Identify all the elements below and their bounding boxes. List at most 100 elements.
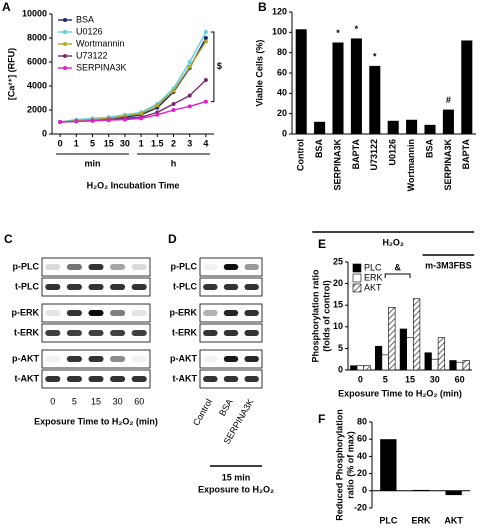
blot-band — [203, 330, 218, 336]
panel-letter: C — [4, 232, 13, 246]
series-line — [60, 41, 207, 123]
x-tick-label: BSA — [314, 139, 324, 159]
blot-band — [45, 376, 61, 382]
x-tick-label: Control — [296, 139, 306, 171]
legend-swatch — [352, 263, 362, 273]
x-tick-label: AKT — [444, 515, 463, 525]
bar — [295, 29, 307, 134]
y-tick-label: 80 — [277, 47, 287, 57]
blot-band — [45, 264, 61, 270]
point — [155, 103, 160, 108]
bar — [387, 120, 399, 134]
point — [187, 93, 192, 98]
blot-band — [131, 356, 147, 362]
y-tick-label: 5 — [338, 343, 343, 353]
x-tick-label: 30 — [430, 374, 440, 384]
bar — [445, 490, 462, 496]
panel-letter: A — [2, 0, 11, 14]
blot-band — [223, 330, 239, 336]
legend-marker — [63, 42, 67, 46]
blot-band — [223, 284, 239, 290]
legend-label: ERK — [364, 272, 383, 282]
y-axis-label: (folds of control) — [321, 280, 331, 352]
blot-band — [244, 356, 259, 362]
x-tick-label: 15 — [104, 138, 114, 148]
y-tick-label: 0 — [42, 128, 47, 138]
bar — [442, 109, 454, 134]
y-tick-label: 0 — [362, 485, 367, 495]
x-tick-label: 1 — [74, 138, 79, 148]
point — [187, 64, 192, 69]
bar — [356, 365, 365, 371]
x-tick-label: U0126 — [388, 139, 398, 166]
blot-band — [45, 356, 61, 362]
blot-band — [110, 310, 126, 316]
lane-label: 0 — [50, 396, 55, 406]
group-label: H₂O₂ — [382, 237, 404, 247]
bar — [406, 119, 418, 134]
point — [122, 117, 127, 122]
lane-label: 60 — [134, 396, 144, 406]
blot-band — [88, 264, 104, 270]
point — [139, 111, 144, 116]
y-axis-label: Viable Cells (%) — [254, 40, 264, 107]
blot-band — [110, 376, 126, 382]
legend-label: Wortmannin — [76, 38, 124, 48]
blot-row-label: t-PLC — [173, 281, 197, 291]
y-tick-label: 60 — [357, 434, 367, 444]
x-tick-label: Wortmannin — [406, 139, 416, 191]
bar — [363, 365, 371, 371]
blot-band — [88, 376, 104, 382]
series-line — [60, 100, 207, 123]
blot-row-label: t-ERK — [172, 327, 197, 337]
point — [187, 60, 192, 64]
bracket — [384, 273, 411, 278]
x-tick-label: 0 — [358, 374, 363, 384]
series-line — [59, 31, 207, 123]
blot-band — [110, 356, 126, 362]
y-tick-label: 80 — [357, 416, 367, 426]
blot-band — [223, 264, 239, 270]
blot-band — [131, 376, 147, 382]
blot-band — [244, 376, 259, 382]
x-tick-label: PLC — [379, 515, 398, 525]
point — [187, 104, 192, 109]
bar — [381, 354, 389, 371]
panel-letter: D — [168, 232, 177, 246]
blot-row-label: p-AKT — [170, 353, 197, 363]
x-tick-label: 1.5 — [151, 138, 164, 148]
blot-band — [203, 264, 218, 270]
blot-band — [88, 310, 104, 316]
y-tick-label: 120 — [272, 6, 287, 16]
y-tick-label: 20 — [333, 278, 343, 288]
bar — [369, 65, 381, 134]
blot-row-label: p-PLC — [13, 261, 40, 271]
blot-band — [244, 284, 259, 290]
bar — [424, 124, 436, 134]
y-tick-label: 8000 — [27, 32, 47, 42]
blot-band — [88, 330, 104, 336]
blot-band — [131, 330, 147, 336]
x-tick-label: 4 — [203, 138, 208, 148]
x-tick-label: BAPTA — [461, 139, 471, 170]
point — [58, 120, 63, 124]
significance: * — [373, 51, 377, 61]
point — [171, 88, 176, 93]
x-tick-label: 3 — [187, 138, 192, 148]
x-tick-label: SERPINA3K — [443, 139, 453, 191]
y-tick-label: 6000 — [27, 56, 47, 66]
bar — [437, 337, 446, 371]
point — [203, 39, 208, 44]
blot-band — [66, 284, 82, 290]
footer-label: 15 min — [222, 472, 251, 482]
x-axis-label: Exposure Time to H₂O₂ (min) — [338, 388, 462, 398]
bar — [332, 42, 344, 134]
group-label: min — [84, 158, 100, 168]
y-tick-label: 0 — [282, 128, 287, 138]
blot-band — [244, 310, 259, 316]
bar — [374, 345, 383, 371]
point — [171, 102, 176, 106]
point — [203, 30, 208, 34]
blot-x-label: Exposure Time to H₂O₂ (min) — [34, 416, 158, 426]
